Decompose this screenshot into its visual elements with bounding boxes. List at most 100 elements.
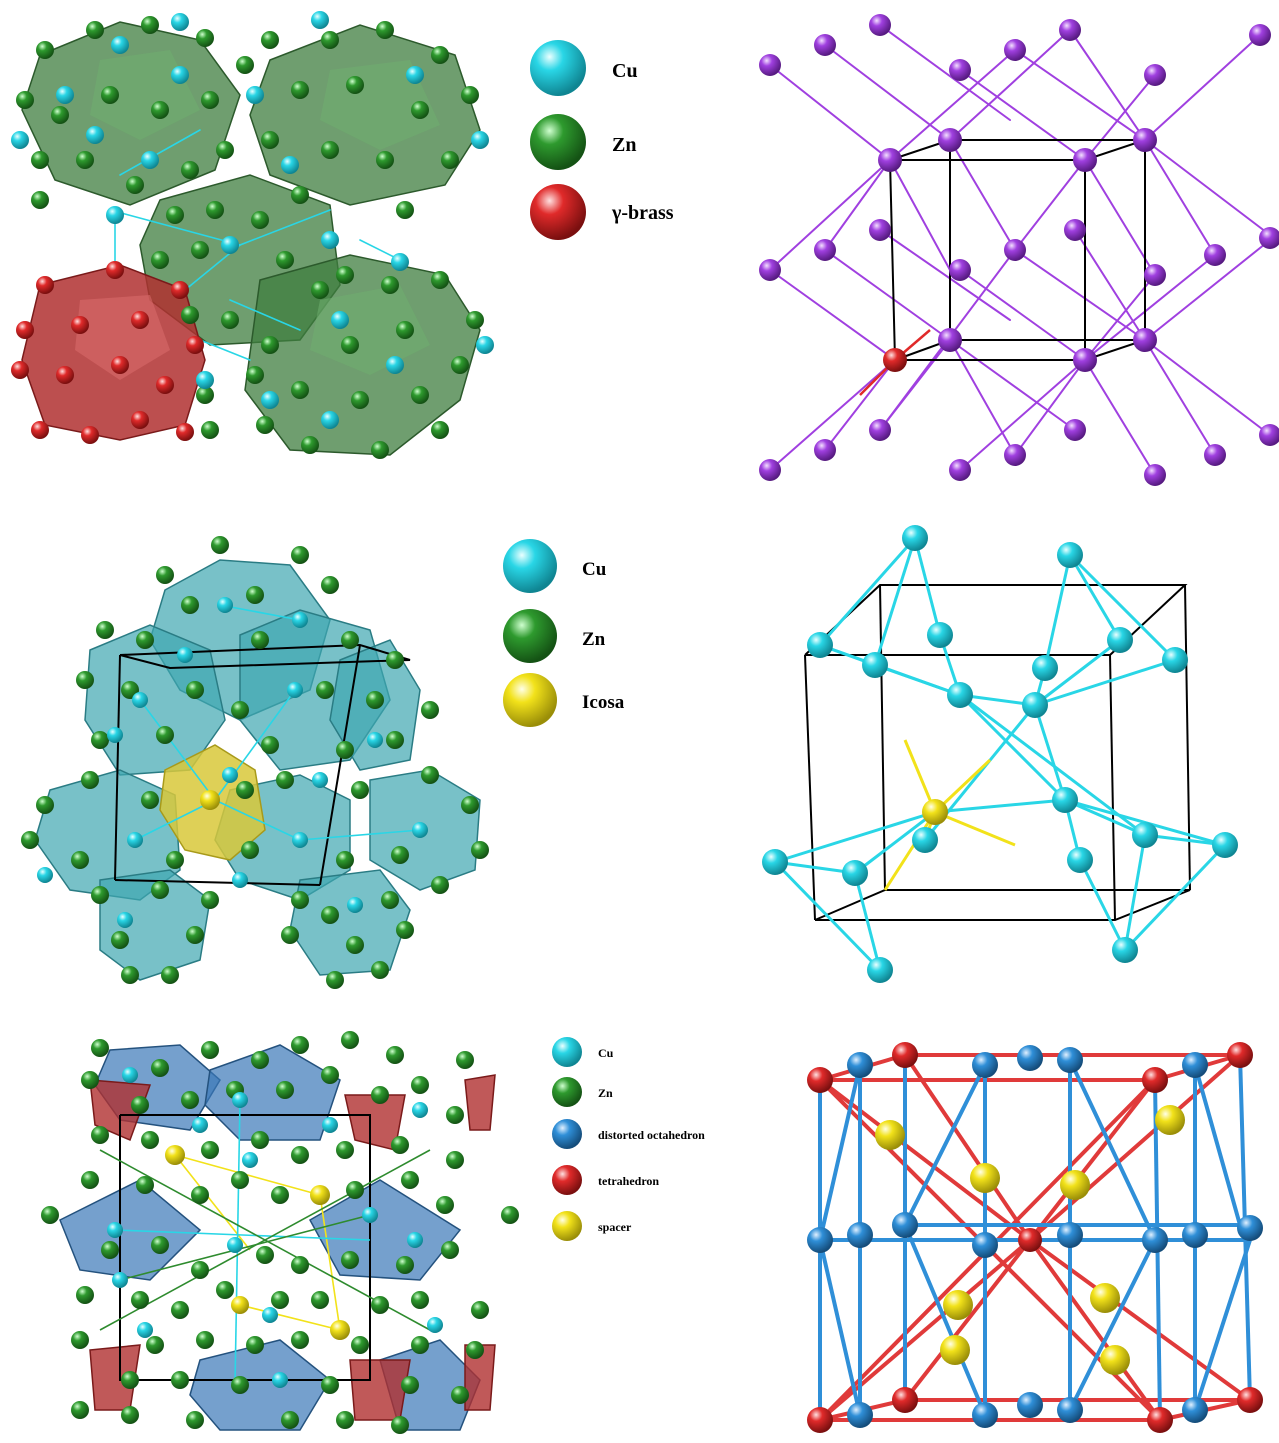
bond-line [139, 699, 216, 801]
atom-sphere [227, 1237, 243, 1253]
atom-sphere [1133, 328, 1157, 352]
legend-label-cu: Cu [582, 559, 607, 580]
atom-sphere [407, 1232, 423, 1248]
atom-sphere [251, 211, 269, 229]
atom-sphere [231, 1376, 249, 1394]
atom-sphere [151, 101, 169, 119]
atom-sphere [281, 1411, 299, 1429]
legend-item-cu: Cu [552, 1037, 614, 1067]
bond-line [949, 139, 1016, 251]
legend-item-zn: Zn [503, 609, 606, 663]
atom-sphere [106, 261, 124, 279]
atom-sphere [1057, 1047, 1083, 1073]
atom-sphere [396, 321, 414, 339]
bond-line [769, 159, 891, 271]
atom-sphere [151, 881, 169, 899]
atom-sphere [807, 1227, 833, 1253]
atom-sphere [192, 1117, 208, 1133]
atom-sphere [347, 897, 363, 913]
atom-sphere [151, 251, 169, 269]
bond-line [1144, 34, 1261, 141]
atom-sphere [231, 701, 249, 719]
atom-sphere [1259, 227, 1279, 249]
bond-line [1014, 49, 1146, 141]
atom-sphere [242, 1152, 258, 1168]
atom-sphere [1090, 1283, 1120, 1313]
legend-item-distorted-octahedron: distorted octahedron [552, 1119, 705, 1149]
atom-sphere [311, 281, 329, 299]
atom-sphere [216, 1281, 234, 1299]
atom-sphere [41, 1206, 59, 1224]
atom-sphere [1204, 444, 1226, 466]
atom-sphere [291, 1256, 309, 1274]
atom-sphere [316, 681, 334, 699]
atom-sphere [91, 886, 109, 904]
atom-sphere [246, 86, 264, 104]
bond-line [1034, 638, 1121, 707]
atom-sphere [814, 239, 836, 261]
panel-bottom-right-structure [807, 1042, 1263, 1433]
atom-sphere [131, 1291, 149, 1309]
atom-sphere [1073, 348, 1097, 372]
atom-sphere [401, 1171, 419, 1189]
legend-bottom-left: Cu Zn distorted octahedron tetrahedron s… [552, 1037, 705, 1241]
atom-sphere [107, 727, 123, 743]
bond-line [1123, 834, 1147, 951]
atom-sphere [236, 56, 254, 74]
atom-sphere [71, 316, 89, 334]
atom-sphere [412, 822, 428, 838]
bond-line [109, 209, 241, 246]
atom-sphere [1032, 655, 1058, 681]
bond-line [818, 537, 917, 646]
panel-bottom-left-structure [41, 1031, 519, 1434]
atom-sphere [81, 1171, 99, 1189]
atom-sphere [222, 767, 238, 783]
bond-line [1034, 658, 1176, 707]
bond-line [99, 1149, 431, 1331]
atom-sphere [111, 931, 129, 949]
bond-line [818, 1238, 1032, 1422]
atom-sphere [177, 647, 193, 663]
atom-sphere [171, 1371, 189, 1389]
atom-sphere [181, 306, 199, 324]
gamma-brass-atoms [11, 261, 204, 444]
atom-sphere [321, 141, 339, 159]
atom-sphere [181, 596, 199, 614]
bond-line [1144, 139, 1216, 256]
atom-sphere [16, 321, 34, 339]
atom-sphere [847, 1052, 873, 1078]
atom-sphere [1142, 1067, 1168, 1093]
atom-sphere [371, 1086, 389, 1104]
atom-sphere [446, 1106, 464, 1124]
panel-middle-right-structure [762, 525, 1238, 983]
atom-sphere [336, 1411, 354, 1429]
cyan-atoms [762, 525, 1238, 983]
bond-line [1014, 359, 1086, 456]
bond-line [959, 693, 1146, 837]
bond-line [1033, 704, 1067, 801]
atom-sphere [292, 612, 308, 628]
atom-sphere [271, 1186, 289, 1204]
atom-sphere [336, 1141, 354, 1159]
atom-sphere [231, 1171, 249, 1189]
tetrahedron-shape [89, 1079, 152, 1142]
legend-label-tetrahedron: tetrahedron [598, 1174, 659, 1188]
bond-line [1014, 249, 1146, 341]
zn-atoms [16, 16, 484, 459]
cu-atoms [107, 1067, 443, 1388]
atom-sphere [36, 276, 54, 294]
atom-sphere [216, 141, 234, 159]
atom-sphere [386, 731, 404, 749]
bond-line [1084, 74, 1156, 161]
atom-sphere [171, 66, 189, 84]
bond-line [818, 1064, 862, 1241]
bond-line [824, 249, 951, 341]
atom-sphere [221, 311, 239, 329]
atom-sphere [341, 1251, 359, 1269]
legend-swatch-zn [552, 1077, 582, 1107]
legend-label-icosa: Icosa [582, 692, 625, 713]
atom-sphere [471, 1301, 489, 1319]
atom-sphere [291, 1036, 309, 1054]
legend-swatch-zn [503, 609, 557, 663]
